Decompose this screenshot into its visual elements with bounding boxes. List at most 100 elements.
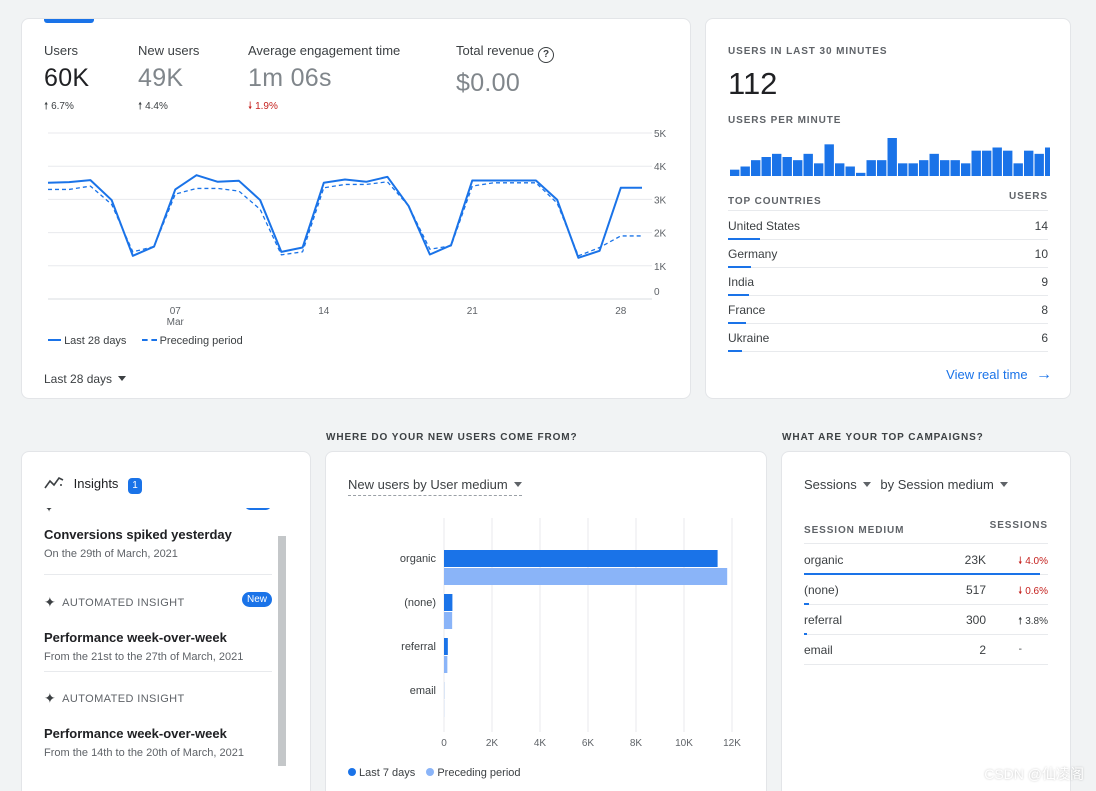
insight-divider <box>44 574 272 575</box>
minute-bar <box>919 160 929 176</box>
insight-item[interactable]: Conversions spiked yesterday On the 29th… <box>44 527 272 560</box>
country-share-bar <box>728 294 749 296</box>
x-tick-label: 21 <box>467 306 479 317</box>
new-users-bar-chart: 0 2K 4K 6K 8K 10K 12K organic (none) referral emai… <box>400 518 741 749</box>
new-users-section-title: WHERE DO YOUR NEW USERS COME FROM? <box>326 432 578 443</box>
sessions-value: 23K <box>964 553 986 567</box>
x-tick-label: 0 <box>441 738 447 749</box>
metric-value: 1m 06s <box>248 64 332 92</box>
chevron-down-icon <box>862 482 871 487</box>
metric-delta: 🠕 6.7% <box>44 101 74 112</box>
category-label: organic <box>400 553 437 565</box>
minute-bar <box>814 163 824 176</box>
insights-card: Insights 1 ✦ Conversions spiked yesterda… <box>21 451 311 791</box>
new-users-dropdown[interactable]: New users by User medium <box>348 477 522 496</box>
minute-bar <box>751 160 761 176</box>
insight-item[interactable]: ✦ AUTOMATED INSIGHT Performance week-over… <box>44 690 272 759</box>
arrow-up-icon: 🠕 <box>138 101 143 112</box>
minute-bar <box>971 150 981 176</box>
insights-scrollbar[interactable] <box>278 536 286 766</box>
sessions-share-bar <box>804 573 1040 575</box>
minute-bar <box>793 160 803 176</box>
metric-value: 49K <box>138 64 184 92</box>
users-per-minute-chart <box>730 138 1050 176</box>
minute-bar <box>908 163 918 176</box>
country-users: 6 <box>1041 331 1048 345</box>
minute-bar <box>929 153 939 176</box>
partial-badge <box>245 508 271 510</box>
date-range-label: Last 28 days <box>44 372 113 386</box>
country-row[interactable]: Germany 10 <box>728 240 1048 268</box>
x-tick-label: 07 <box>170 306 182 317</box>
countries-header: TOP COUNTRIES USERS <box>728 191 1048 211</box>
view-realtime-link[interactable]: View real time → <box>946 366 1052 384</box>
dimension-dropdown[interactable]: by Session medium <box>880 477 1008 492</box>
metric-users[interactable]: Users 60K 🠕 6.7% <box>44 43 89 116</box>
metric-label: Average engagement time <box>248 43 401 58</box>
sparkle-icon: ✦ <box>44 690 57 706</box>
insights-header[interactable]: Insights 1 <box>44 476 143 494</box>
medium-name: (none) <box>804 583 839 597</box>
insights-scroll-area: ✦ Conversions spiked yesterday On the 29… <box>22 508 292 768</box>
y-tick-label: 0 <box>654 287 660 298</box>
minute-bar <box>982 150 992 176</box>
legend-current-label: Last 7 days <box>359 767 416 779</box>
minute-bar <box>887 138 897 176</box>
country-row[interactable]: Ukraine 6 <box>728 324 1048 352</box>
legend-previous-label: Preceding period <box>159 335 243 347</box>
legend-dashed-line-icon <box>141 339 157 341</box>
x-tick-label: 4K <box>534 738 547 749</box>
minute-bar <box>824 144 834 176</box>
x-tick-sublabel: Mar <box>167 317 185 328</box>
minute-bar <box>1024 150 1034 176</box>
minute-bar <box>772 153 782 176</box>
overview-card: Users 60K 🠕 6.7% New users 49K 🠕 4.4% Av… <box>21 18 691 399</box>
insight-item[interactable]: ✦ AUTOMATED INSIGHT New Performance week-… <box>44 592 272 663</box>
y-tick-label: 4K <box>654 162 667 173</box>
country-name: United States <box>728 219 801 233</box>
help-icon[interactable]: ? <box>538 47 555 63</box>
sessions-change: - <box>1018 644 1022 655</box>
campaign-row[interactable]: (none) 517 🠗 0.6% <box>804 575 1048 605</box>
sessions-change: 🠗 0.6% <box>1018 586 1048 597</box>
metric-engagement-time[interactable]: Average engagement time 1m 06s 🠗 1.9% <box>248 43 400 116</box>
metric-revenue[interactable]: Total revenue? $0.00 <box>456 43 555 98</box>
country-row[interactable]: France 8 <box>728 296 1048 324</box>
campaign-row[interactable]: email 2 - <box>804 635 1048 665</box>
campaign-row[interactable]: organic 23K 🠗 4.0% <box>804 545 1048 575</box>
sessions-col: SESSIONS <box>989 520 1048 531</box>
minute-bar <box>803 153 813 176</box>
y-tick-label: 2K <box>654 229 667 240</box>
chevron-down-icon <box>513 482 522 487</box>
country-row[interactable]: United States 14 <box>728 212 1048 240</box>
country-row[interactable]: India 9 <box>728 268 1048 296</box>
minute-bar <box>950 160 960 176</box>
insights-count-badge: 1 <box>128 478 143 494</box>
medium-name: email <box>804 643 833 657</box>
bar-current <box>444 638 448 655</box>
metric-delta: 🠗 1.9% <box>248 101 278 112</box>
insight-date: From the 21st to the 27th of March, 2021 <box>44 651 244 663</box>
campaign-row[interactable]: referral 300 🠕 3.8% <box>804 605 1048 635</box>
insight-tag: ✦ AUTOMATED INSIGHT <box>44 594 185 610</box>
minute-bar <box>898 163 908 176</box>
arrow-right-icon: → <box>1036 366 1052 383</box>
y-tick-label: 3K <box>654 195 667 206</box>
metric-label: Total revenue? <box>456 43 555 63</box>
sessions-change: 🠕 3.8% <box>1018 616 1048 627</box>
chevron-down-icon <box>999 482 1008 487</box>
date-range-dropdown[interactable]: Last 28 days <box>44 372 127 386</box>
minute-bar <box>877 160 887 176</box>
campaigns-table-header: SESSION MEDIUM SESSIONS <box>804 520 1048 544</box>
new-users-card: New users by User medium 0 2K 4K 6K 8K 10K 12K… <box>325 451 767 791</box>
metric-dropdown[interactable]: Sessions <box>804 477 871 492</box>
minute-bar <box>730 169 740 176</box>
minute-bar <box>1003 150 1013 176</box>
metric-value: 60K <box>44 64 90 92</box>
medium-name: referral <box>804 613 843 627</box>
new-users-dropdown-label: New users by User medium <box>348 477 508 492</box>
minute-bar <box>761 157 771 176</box>
metric-new-users[interactable]: New users 49K 🠕 4.4% <box>138 43 199 116</box>
minute-bar <box>835 163 845 176</box>
country-share-bar <box>728 238 761 240</box>
